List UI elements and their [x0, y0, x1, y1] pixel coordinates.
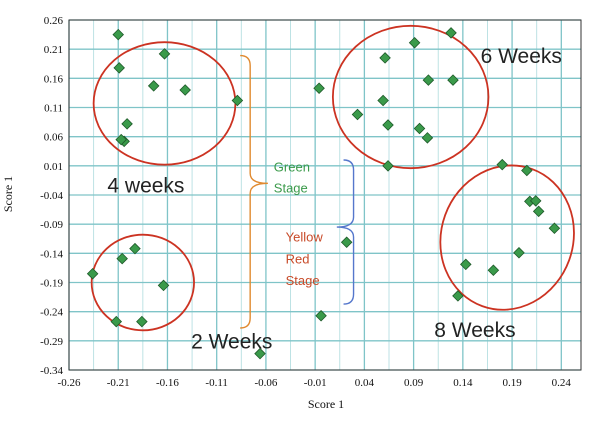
data-point	[115, 133, 127, 146]
data-point	[460, 258, 472, 271]
data-point	[113, 62, 125, 74]
x-tick-label: 0.04	[355, 377, 375, 389]
x-tick-label: 0.24	[552, 377, 572, 389]
plot-frame	[68, 19, 582, 371]
y-tick-label: -0.19	[40, 278, 63, 290]
label-2-weeks: 2 Weeks	[191, 330, 272, 353]
data-point	[147, 80, 160, 92]
y-tick-label: -0.29	[40, 336, 63, 348]
data-point	[532, 205, 545, 218]
x-tick-label: -0.16	[156, 377, 179, 389]
data-point	[496, 158, 508, 171]
data-point	[421, 132, 434, 144]
x-tick-label: -0.06	[254, 377, 277, 389]
label-8-weeks: 8 Weeks	[434, 319, 515, 342]
data-point	[158, 48, 171, 60]
data-point	[513, 246, 525, 259]
y-tick-label: 0.26	[44, 15, 64, 27]
label-4-weeks: 4 weeks	[107, 175, 184, 198]
y-tick-label: 0.01	[44, 161, 63, 173]
data-point	[121, 118, 133, 130]
data-point	[157, 279, 170, 292]
annotations: 4 weeks 2 Weeks 6 Weeks 8 Weeks Green Stage Ye…	[107, 45, 561, 353]
x-tick-label: 0.14	[453, 377, 473, 389]
data-point	[521, 164, 533, 177]
y-tick-label: 0.16	[44, 73, 64, 85]
data-point	[136, 315, 148, 328]
y-tick-label: -0.09	[40, 219, 63, 231]
y-axis-label: Score 1	[1, 176, 15, 212]
label-green-stage-1: Green	[274, 160, 310, 175]
x-tick-label: -0.01	[304, 377, 327, 389]
x-tick-label: 0.09	[404, 377, 424, 389]
y-tick-label: 0.06	[44, 132, 64, 144]
y-tick-labels: 0.26 0.21 0.16 0.11 0.06 0.01 -0.04 -0.09 -0.14 -…	[40, 15, 63, 377]
data-point	[340, 236, 353, 249]
data-point	[86, 267, 99, 280]
x-tick-labels: -0.26 -0.21 -0.16 -0.11 -0.06 -0.01 0.04 0.09 0.…	[58, 377, 572, 389]
label-6-weeks: 6 Weeks	[481, 45, 562, 68]
cluster-ellipse-2-weeks	[90, 233, 195, 332]
data-point	[408, 36, 421, 49]
label-green-stage-2: Stage	[274, 181, 308, 196]
y-tick-label: 0.21	[44, 44, 63, 56]
label-yellow-red-2: Red	[286, 251, 310, 266]
y-tick-label: -0.24	[40, 307, 63, 319]
cluster-ellipses	[90, 24, 575, 332]
data-point	[179, 84, 191, 96]
data-point	[110, 315, 123, 328]
data-point	[313, 82, 325, 95]
data-point	[351, 108, 364, 121]
data-point	[487, 264, 500, 277]
y-tick-label: 0.11	[44, 103, 63, 115]
label-yellow-red-1: Yellow	[286, 230, 324, 245]
x-axis-label: Score 1	[308, 397, 344, 411]
x-tick-label: -0.11	[205, 377, 228, 389]
data-points	[86, 27, 561, 360]
data-point	[452, 290, 464, 302]
data-point	[445, 27, 457, 39]
y-tick-label: -0.34	[40, 365, 63, 377]
data-point	[413, 122, 426, 135]
data-point	[447, 74, 459, 86]
data-point	[382, 160, 394, 172]
data-point	[315, 309, 327, 322]
y-tick-label: -0.14	[40, 248, 63, 260]
data-point	[548, 222, 561, 235]
green-stage-brace	[240, 54, 268, 329]
label-yellow-red-3: Stage	[286, 273, 320, 288]
data-point	[231, 94, 244, 107]
cluster-ellipse-4-weeks	[92, 41, 237, 166]
data-point	[379, 52, 391, 64]
data-point	[254, 347, 266, 360]
cluster-ellipse-6-weeks	[331, 24, 490, 170]
data-point	[129, 242, 141, 255]
data-point	[377, 94, 389, 107]
data-point	[382, 119, 394, 131]
x-tick-label: -0.21	[107, 377, 130, 389]
y-tick-label: -0.04	[40, 190, 63, 202]
cluster-ellipse-8-weeks	[439, 164, 575, 311]
data-point	[116, 252, 128, 265]
x-tick-label: -0.26	[58, 377, 81, 389]
data-point	[529, 195, 542, 207]
data-point	[422, 74, 435, 86]
data-point	[112, 28, 124, 41]
x-tick-label: 0.19	[502, 377, 522, 389]
